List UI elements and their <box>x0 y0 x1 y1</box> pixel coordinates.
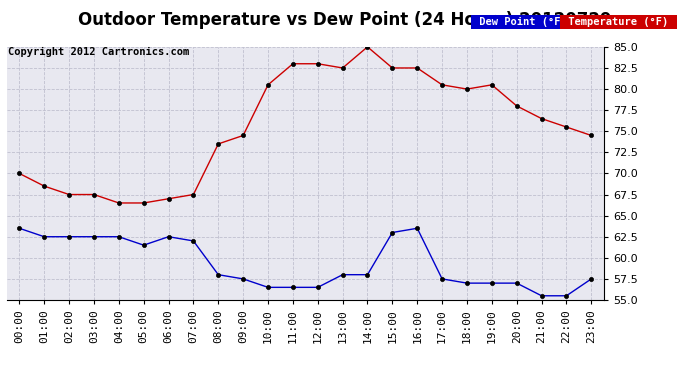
Text: Temperature (°F): Temperature (°F) <box>562 17 675 27</box>
Text: Copyright 2012 Cartronics.com: Copyright 2012 Cartronics.com <box>8 47 190 57</box>
Text: Dew Point (°F): Dew Point (°F) <box>473 17 573 27</box>
Text: Outdoor Temperature vs Dew Point (24 Hours) 20120729: Outdoor Temperature vs Dew Point (24 Hou… <box>78 11 612 29</box>
